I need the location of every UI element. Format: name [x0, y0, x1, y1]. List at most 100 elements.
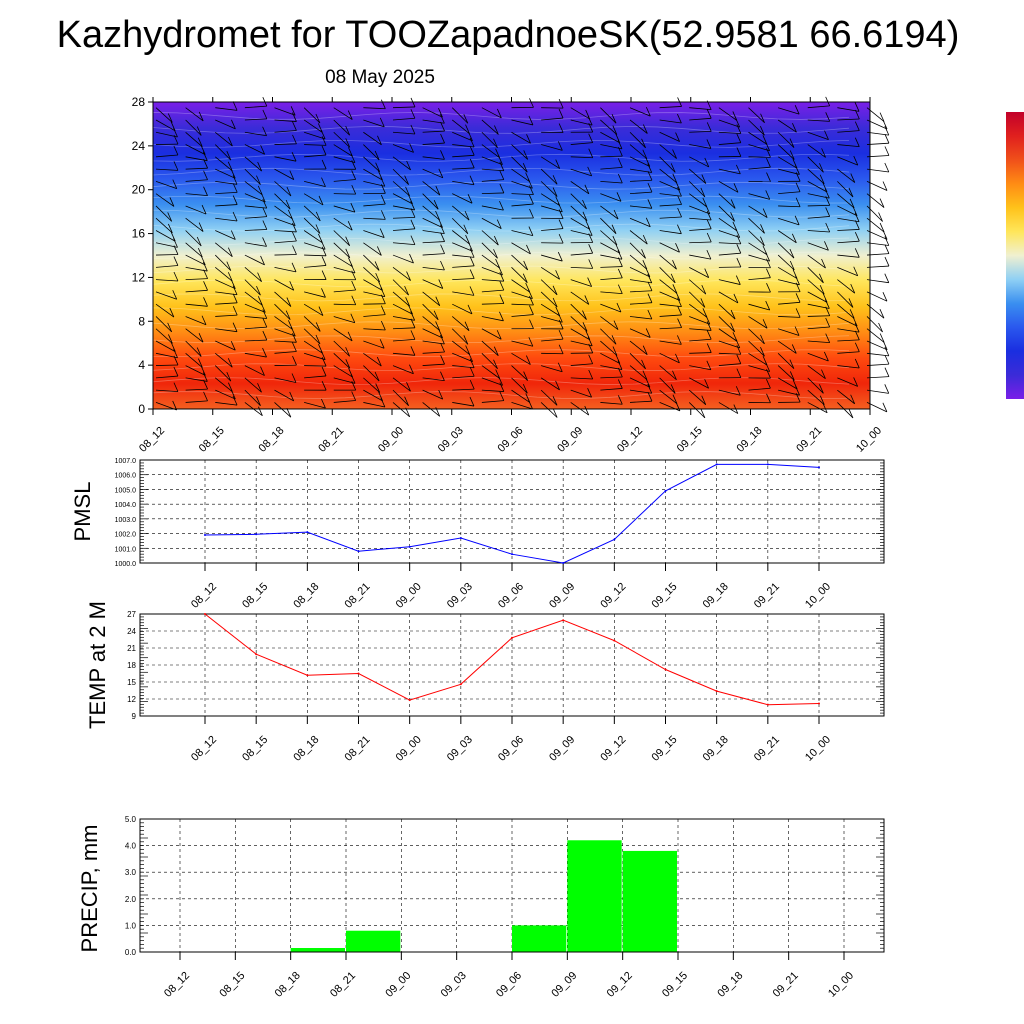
- wind-barb-feather: [292, 342, 297, 352]
- wind-barb-shaft: [244, 156, 262, 172]
- wind-barb-shaft: [778, 316, 801, 318]
- wind-barb-shaft: [659, 402, 681, 412]
- wind-barb-shaft: [392, 106, 416, 109]
- wind-barb-feather: [438, 389, 444, 400]
- wind-barb-feather: [409, 253, 414, 264]
- wind-barb-feather: [405, 297, 410, 307]
- wind-barb-feather: [819, 384, 824, 394]
- wind-barb-shaft: [363, 402, 385, 408]
- wind-barb-shaft: [511, 156, 528, 173]
- wind-barb-feather: [706, 109, 712, 119]
- y-axis-label: TEMP at 2 M: [85, 601, 110, 729]
- wind-barb-shaft: [629, 316, 652, 320]
- x-tick-label: 09_15: [675, 425, 705, 455]
- wind-barb-shaft: [244, 168, 261, 185]
- wind-barb-feather: [438, 279, 444, 289]
- wind-barb-feather: [526, 244, 531, 255]
- wind-barb-feather: [853, 377, 859, 387]
- wind-barb-shaft: [185, 156, 208, 162]
- wind-barb-shaft: [837, 291, 854, 308]
- wind-barb-shaft: [807, 291, 828, 303]
- x-tick-label: 08_18: [291, 581, 321, 611]
- y-tick-label: 1004.0: [115, 502, 137, 509]
- wind-barb-feather: [285, 310, 291, 320]
- wind-barb-shaft: [511, 242, 531, 255]
- x-tick-label: 09_18: [735, 425, 765, 455]
- wind-barb-shaft: [837, 156, 858, 166]
- data-point: [357, 672, 360, 675]
- y-tick-label: 2.0: [125, 895, 137, 904]
- wind-barb-shaft: [333, 328, 353, 342]
- wind-barb-shaft: [718, 328, 738, 342]
- wind-barb-feather: [613, 320, 619, 330]
- x-tick-label: 09_15: [650, 734, 680, 764]
- wind-barb-feather: [291, 373, 297, 383]
- wind-barb-feather: [167, 322, 173, 333]
- wind-barb-shaft: [570, 377, 593, 380]
- x-tick-label: 08_18: [273, 970, 303, 1000]
- wind-barb-feather: [766, 379, 771, 389]
- wind-barb-shaft: [570, 389, 592, 398]
- wind-barb-shaft: [511, 314, 534, 317]
- wind-barb-shaft: [215, 191, 238, 195]
- wind-barb-feather: [884, 146, 890, 156]
- wind-barb-shaft: [185, 289, 208, 293]
- wind-barb-shaft: [215, 302, 238, 305]
- wind-barb-feather: [878, 212, 883, 222]
- wind-barb-shaft: [215, 340, 236, 351]
- wind-barb-shaft: [392, 117, 415, 121]
- wind-barb-shaft: [481, 242, 498, 259]
- wind-barb-shaft: [392, 291, 410, 307]
- wind-barb-feather: [232, 175, 238, 185]
- wind-barb-shaft: [363, 377, 380, 393]
- wind-barb-shaft: [244, 193, 266, 203]
- wind-barb-feather: [882, 292, 888, 302]
- wind-barb-shaft: [659, 352, 680, 364]
- wind-barb-feather: [203, 379, 208, 390]
- wind-barb-shaft: [333, 353, 351, 369]
- wind-barb-shaft: [481, 353, 498, 370]
- wind-barb-shaft: [303, 340, 323, 354]
- wind-barb-feather: [528, 115, 534, 126]
- wind-barb-shaft: [392, 402, 410, 418]
- wind-barb-shaft: [689, 228, 712, 231]
- wind-barb-shaft: [304, 180, 326, 188]
- wind-barb-feather: [884, 346, 890, 357]
- wind-barb-shaft: [215, 291, 238, 296]
- wind-barb-feather: [262, 317, 268, 328]
- wind-barb-shaft: [452, 180, 475, 186]
- wind-barb-feather: [348, 257, 353, 267]
- wind-barb-feather: [789, 138, 795, 148]
- wind-barb-shaft: [540, 168, 558, 185]
- wind-barb-feather: [616, 192, 622, 202]
- wind-barb-shaft: [392, 193, 413, 205]
- wind-barb-feather: [792, 269, 798, 279]
- wind-barb-feather: [523, 371, 529, 381]
- wind-barb-feather: [615, 133, 621, 143]
- wind-barb-shaft: [807, 267, 824, 284]
- wind-barb-feather: [167, 212, 173, 222]
- x-tick-label: 09_03: [436, 425, 466, 455]
- wind-barb-shaft: [600, 352, 621, 364]
- wind-barb-shaft: [363, 144, 380, 161]
- wind-barb-feather: [612, 346, 618, 356]
- wind-barb-feather: [262, 237, 267, 247]
- wind-barb-feather: [228, 136, 233, 147]
- wind-barb-shaft: [155, 375, 178, 379]
- wind-barb-feather: [854, 121, 860, 131]
- precip-bar: [346, 930, 401, 952]
- wind-barb-feather: [260, 255, 265, 266]
- wind-barb-shaft: [481, 266, 503, 276]
- wind-barb-shaft: [214, 365, 232, 382]
- wind-barb-shaft: [392, 303, 413, 315]
- wind-barb-shaft: [837, 205, 858, 217]
- wind-barb-shaft: [689, 144, 711, 149]
- wind-barb-feather: [645, 328, 651, 338]
- wind-barb-shaft: [866, 376, 889, 379]
- wind-barb-feather: [377, 135, 382, 145]
- wind-barb-shaft: [600, 365, 623, 370]
- wind-barb-shaft: [481, 389, 504, 392]
- wind-barb-feather: [435, 321, 440, 331]
- wind-barb-feather: [496, 219, 502, 229]
- wind-barb-shaft: [837, 107, 860, 112]
